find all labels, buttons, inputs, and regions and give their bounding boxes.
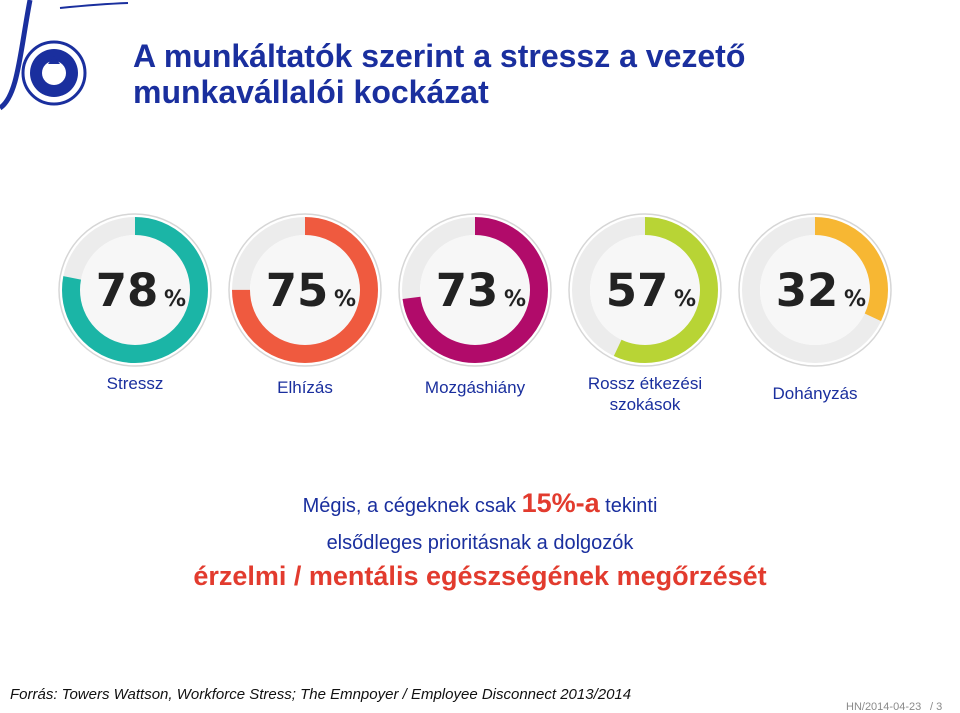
donut-center <box>590 235 700 345</box>
donut-slice-rossz-etkezesi-szokasok <box>572 217 718 363</box>
donut-unit-elhizas: % <box>334 287 356 312</box>
message-line-2: elsődleges prioritásnak a dolgozók <box>326 532 634 554</box>
donut-chart-rossz-etkezesi-szokasok: 57% Rossz étkezési szokások <box>560 205 730 445</box>
donut-unit-rossz-etkezesi-szokasok: % <box>674 287 696 312</box>
footer-date: HN/2014-04-23 <box>846 701 922 713</box>
donut-value-elhizas: 75 <box>266 264 329 317</box>
donut-unit-mozgashiany: % <box>504 287 526 312</box>
tetra-pak-logo <box>0 0 130 120</box>
donut-svg-mozgashiany: 73% <box>398 213 552 367</box>
donut-value-mozgashiany: 73 <box>436 264 499 317</box>
donut-svg-rossz-etkezesi-szokasok: 57% <box>568 213 722 367</box>
page-number: / 3 <box>930 701 943 713</box>
donut-svg-elhizas: 75% <box>228 213 382 367</box>
source-note: Forrás: Towers Wattson, Workforce Stress… <box>10 686 632 703</box>
donut-slice-dohanyzas <box>742 217 888 363</box>
page-title: A munkáltatók szerint a stressz a vezető… <box>133 38 746 110</box>
donut-center <box>420 235 530 345</box>
donut-slice-elhizas <box>232 217 378 363</box>
donut-label-stressz: Stressz <box>106 374 164 393</box>
donut-chart-stressz: 78% Stressz <box>50 205 220 445</box>
donut-label-elhizas: Elhízás <box>277 378 333 397</box>
message-line-1: Mégis, a cégeknek csak 15%-a tekinti <box>0 490 960 519</box>
message-line-3: érzelmi / mentális egészségének megőrzés… <box>193 561 767 591</box>
message-part-1: Mégis, a cégeknek csak <box>302 495 522 517</box>
donut-label-rossz-etkezesi-szokasok: Rossz étkezési szokások <box>587 374 703 414</box>
donut-label-mozgashiany: Mozgáshiány <box>424 378 526 397</box>
donut-slice-mozgashiany <box>402 217 548 363</box>
donut-chart-dohanyzas: 32% Dohányzás <box>730 205 900 445</box>
donut-unit-dohanyzas: % <box>844 287 866 312</box>
donut-center <box>80 235 190 345</box>
donut-slice-stressz <box>62 217 208 363</box>
donut-value-stressz: 78 <box>96 264 159 317</box>
donut-unit-stressz: % <box>164 287 186 312</box>
donut-center <box>250 235 360 345</box>
donut-chart-mozgashiany: 73% Mozgáshiány <box>390 205 560 445</box>
donut-svg-stressz: 78% <box>58 213 212 367</box>
donut-svg-dohanyzas: 32% <box>738 213 892 367</box>
message-highlight: 15%-a <box>521 488 600 518</box>
donut-value-rossz-etkezesi-szokasok: 57 <box>606 264 669 317</box>
donut-value-dohanyzas: 32 <box>776 264 839 317</box>
donut-center <box>760 235 870 345</box>
message-part-2: tekinti <box>599 495 658 517</box>
donut-label-dohanyzas: Dohányzás <box>772 384 858 403</box>
donut-charts: 78% Stressz 75% Elhízás 73% Mozgáshiány 57% Ros… <box>0 205 960 445</box>
donut-chart-elhizas: 75% Elhízás <box>220 205 390 445</box>
